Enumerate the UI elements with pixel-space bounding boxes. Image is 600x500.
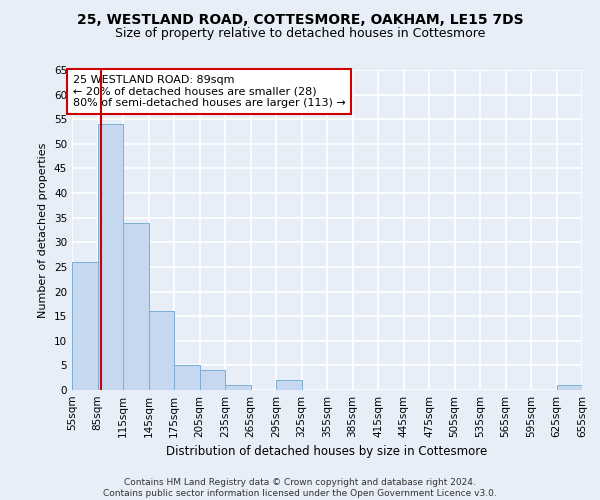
Bar (174, 366, 200, 390)
Text: Contains HM Land Registry data © Crown copyright and database right 2024.
Contai: Contains HM Land Registry data © Crown c… (103, 478, 497, 498)
Bar (97, 124, 123, 390)
Bar (123, 222, 149, 390)
Text: 25 WESTLAND ROAD: 89sqm
← 20% of detached houses are smaller (28)
80% of semi-de: 25 WESTLAND ROAD: 89sqm ← 20% of detache… (73, 75, 346, 108)
Bar (225, 385, 251, 390)
Bar (149, 311, 174, 390)
Bar (200, 370, 225, 390)
X-axis label: Distribution of detached houses by size in Cottesmore: Distribution of detached houses by size … (166, 446, 488, 458)
Text: 25, WESTLAND ROAD, COTTESMORE, OAKHAM, LE15 7DS: 25, WESTLAND ROAD, COTTESMORE, OAKHAM, L… (77, 12, 523, 26)
Bar (557, 385, 582, 390)
Bar (72, 262, 97, 390)
Y-axis label: Number of detached properties: Number of detached properties (38, 142, 49, 318)
Bar (276, 380, 302, 390)
Text: Size of property relative to detached houses in Cottesmore: Size of property relative to detached ho… (115, 28, 485, 40)
